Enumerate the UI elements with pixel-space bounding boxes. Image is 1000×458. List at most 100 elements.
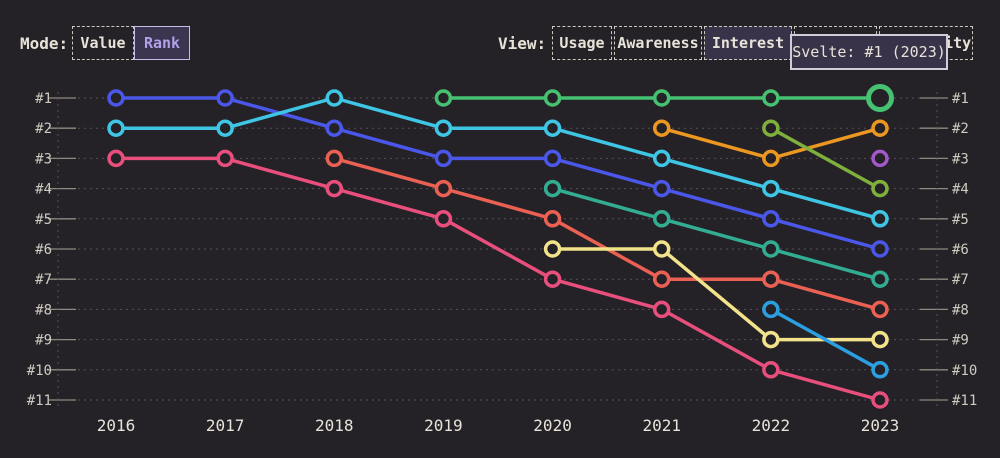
- tooltip: Svelte: #1 (2023): [790, 34, 948, 70]
- y-axis-label-right-8: #8: [952, 302, 969, 318]
- series-line-salmon: [332, 156, 882, 312]
- y-axis-label-right-6: #6: [952, 242, 969, 258]
- x-axis-label-2019: 2019: [424, 416, 463, 435]
- data-point-cyan-2023[interactable]: [871, 210, 889, 228]
- view-label: View:: [498, 34, 547, 53]
- y-axis-label-right-7: #7: [952, 272, 969, 288]
- data-point-indigo-2016[interactable]: [107, 89, 125, 107]
- data-point-cyan-2016[interactable]: [107, 119, 125, 137]
- x-axis-label-2018: 2018: [315, 416, 354, 435]
- x-axis-label-2017: 2017: [206, 416, 245, 435]
- x-axis-label-2020: 2020: [533, 416, 572, 435]
- view-button-interest[interactable]: Interest: [704, 26, 792, 60]
- series-line-olive: [769, 126, 882, 191]
- data-point-olive-2023[interactable]: [871, 179, 889, 198]
- y-axis-label-right-3: #3: [952, 151, 969, 167]
- data-point-pink-2018[interactable]: [325, 179, 344, 198]
- data-point-teal-2022[interactable]: [762, 240, 780, 258]
- data-point-cyan-2017[interactable]: [216, 119, 234, 137]
- tooltip-text: Svelte: #1 (2023): [792, 43, 946, 61]
- data-point-azure-2023[interactable]: [871, 361, 889, 379]
- data-point-green-2021[interactable]: [652, 89, 671, 107]
- data-point-cyan-2022[interactable]: [762, 179, 780, 198]
- data-point-purple-2023[interactable]: [871, 149, 889, 168]
- data-point-indigo-2021[interactable]: [652, 179, 671, 198]
- y-axis-label-left-1: #1: [35, 91, 52, 107]
- data-point-salmon-2023[interactable]: [871, 300, 889, 319]
- data-point-yellow-2020[interactable]: [543, 240, 562, 258]
- data-point-green-2020[interactable]: [543, 89, 562, 107]
- data-point-indigo-2020[interactable]: [543, 149, 562, 168]
- y-axis-label-left-10: #10: [27, 363, 52, 379]
- x-axis-label-2016: 2016: [97, 416, 136, 435]
- data-point-indigo-2017[interactable]: [216, 89, 234, 107]
- y-axis-label-left-9: #9: [35, 333, 52, 349]
- y-axis-label-left-8: #8: [35, 302, 52, 318]
- data-point-teal-2023[interactable]: [871, 270, 889, 288]
- series-line-cyan: [114, 96, 882, 221]
- x-axis-label-2022: 2022: [752, 416, 791, 435]
- y-axis-label-left-3: #3: [35, 151, 52, 167]
- series-line-teal: [550, 186, 882, 281]
- data-point-orange-2021[interactable]: [652, 119, 671, 137]
- series-line-azure: [769, 307, 882, 372]
- data-point-pink-2022[interactable]: [762, 361, 780, 379]
- grid: [48, 92, 948, 406]
- data-point-indigo-2023[interactable]: [871, 240, 889, 258]
- y-axis-label-right-9: #9: [952, 333, 969, 349]
- data-point-orange-2023[interactable]: [871, 119, 889, 137]
- data-point-salmon-2021[interactable]: [652, 270, 671, 288]
- y-axis-label-right-11: #11: [952, 393, 977, 409]
- data-point-pink-2021[interactable]: [652, 300, 671, 319]
- mode-button-rank[interactable]: Rank: [134, 26, 190, 60]
- mode-label: Mode:: [20, 34, 69, 53]
- mode-button-value[interactable]: Value: [72, 26, 134, 60]
- x-axis-label-2023: 2023: [861, 416, 900, 435]
- data-point-green-2023[interactable]: [866, 84, 895, 112]
- y-axis-label-left-7: #7: [35, 272, 52, 288]
- y-axis-label-left-4: #4: [35, 182, 52, 198]
- data-point-yellow-2021[interactable]: [652, 240, 671, 258]
- data-point-cyan-2020[interactable]: [543, 119, 562, 137]
- data-point-indigo-2018[interactable]: [325, 119, 344, 137]
- series-line-pink: [114, 156, 882, 402]
- y-axis-label-right-10: #10: [952, 363, 977, 379]
- view-button-awareness[interactable]: Awareness: [614, 26, 702, 60]
- data-point-cyan-2019[interactable]: [434, 119, 453, 137]
- view-button-usage[interactable]: Usage: [552, 26, 612, 60]
- data-point-pink-2020[interactable]: [543, 270, 562, 288]
- y-axis-label-right-2: #2: [952, 121, 969, 137]
- data-point-pink-2023[interactable]: [871, 391, 889, 409]
- data-point-teal-2020[interactable]: [543, 179, 562, 198]
- series-line-indigo: [114, 96, 882, 251]
- y-axis-label-left-5: #5: [35, 212, 52, 228]
- x-axis-label-2021: 2021: [642, 416, 681, 435]
- data-point-salmon-2020[interactable]: [543, 210, 562, 228]
- data-point-green-2022[interactable]: [762, 89, 780, 107]
- data-point-orange-2022[interactable]: [762, 149, 780, 168]
- data-point-salmon-2018[interactable]: [325, 149, 344, 168]
- data-point-azure-2022[interactable]: [762, 300, 780, 319]
- data-points: [107, 84, 895, 409]
- data-point-indigo-2022[interactable]: [762, 210, 780, 228]
- data-point-cyan-2018[interactable]: [325, 89, 344, 107]
- data-point-indigo-2019[interactable]: [434, 149, 453, 168]
- data-point-salmon-2022[interactable]: [762, 270, 780, 288]
- data-point-salmon-2019[interactable]: [434, 179, 453, 198]
- data-point-olive-2022[interactable]: [762, 119, 780, 137]
- y-axis-label-left-11: #11: [27, 393, 52, 409]
- y-axis-label-right-5: #5: [952, 212, 969, 228]
- axis-labels: #1 #1 #2 #2 #3 #3 #4 #4 #5 #5 #6 #6 #7 #7 #8 #8 #9 #9 #10 #…: [27, 91, 978, 435]
- data-point-yellow-2023[interactable]: [871, 330, 889, 349]
- data-point-teal-2021[interactable]: [652, 210, 671, 228]
- data-point-yellow-2022[interactable]: [762, 330, 780, 349]
- data-point-green-2019[interactable]: [434, 89, 453, 107]
- data-point-cyan-2021[interactable]: [652, 149, 671, 168]
- data-point-pink-2019[interactable]: [434, 210, 453, 228]
- data-point-pink-2017[interactable]: [216, 149, 234, 168]
- data-point-pink-2016[interactable]: [107, 149, 125, 168]
- y-axis-label-left-2: #2: [35, 121, 52, 137]
- y-axis-label-right-4: #4: [952, 182, 969, 198]
